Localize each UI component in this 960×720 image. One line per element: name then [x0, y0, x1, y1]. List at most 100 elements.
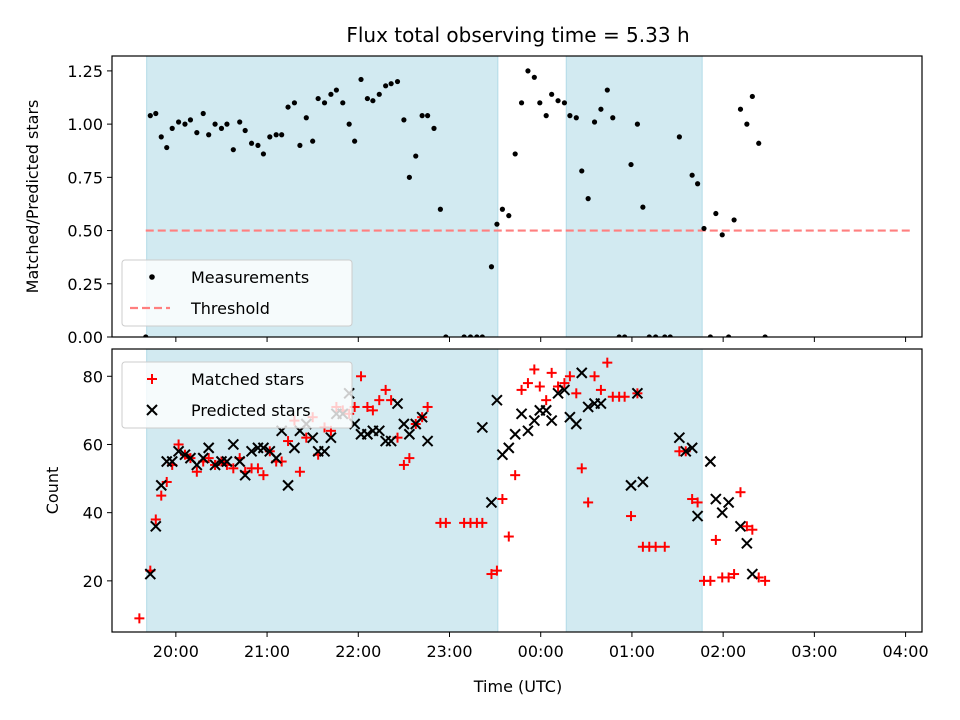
- predicted-stars-point: [325, 431, 337, 444]
- matched-stars-point: [659, 541, 670, 552]
- predicted-stars-point: [509, 428, 521, 440]
- marks-group: [143, 68, 768, 337]
- matched-stars-point: [559, 378, 570, 389]
- measurement-point: [591, 119, 598, 125]
- legend-box: [121, 361, 353, 429]
- predicted-stars-point: [282, 479, 294, 492]
- measurement-point: [461, 334, 467, 337]
- predicted-stars-point: [227, 438, 240, 451]
- legend-label: Matched stars: [191, 370, 304, 389]
- axes-frame: [111, 348, 923, 633]
- x-tick-label: 00:00: [518, 642, 564, 661]
- predicted-stars-point: [491, 394, 503, 406]
- measurement-point: [731, 217, 737, 223]
- matched-stars-point: [583, 497, 594, 508]
- matched-stars-point: [541, 395, 552, 406]
- measurement-point: [622, 334, 628, 337]
- legend-label: Threshold: [190, 299, 270, 318]
- y-axis-label: Matched/Predicted stars: [23, 100, 42, 294]
- measurement-point: [616, 334, 622, 337]
- matched-stars-point: [440, 517, 451, 528]
- predicted-stars-point: [166, 455, 178, 468]
- measurement-point: [474, 334, 480, 337]
- matched-stars-point: [191, 466, 202, 477]
- predicted-stars-point: [522, 425, 534, 437]
- measurement-point: [499, 206, 506, 212]
- x-tick-label: 03:00: [791, 642, 837, 661]
- matched-stars-point: [747, 524, 758, 535]
- matched-stars-point: [497, 494, 508, 505]
- predicted-stars-point: [570, 418, 582, 430]
- matched-stars-point: [723, 572, 734, 583]
- y-tick-label: 1.00: [67, 115, 103, 134]
- predicted-stars-point: [416, 411, 428, 423]
- measurement-point: [242, 127, 248, 134]
- predicted-stars-point: [318, 445, 331, 457]
- matched-stars-point: [741, 521, 752, 532]
- legend-label: Predicted stars: [191, 401, 311, 420]
- predicted-stars-point: [288, 442, 301, 454]
- predicted-stars-point: [545, 414, 558, 427]
- measurement-point: [310, 138, 316, 144]
- x-tick-label: 01:00: [609, 642, 655, 661]
- matched-stars-point: [503, 531, 514, 542]
- matched-stars-point: [735, 487, 746, 498]
- measurement-point: [169, 125, 175, 131]
- y-tick-label: 60: [83, 435, 103, 454]
- matched-stars-point: [491, 565, 502, 576]
- measurement-point: [634, 121, 641, 127]
- predicted-stars-point: [716, 506, 728, 519]
- measurement-point: [401, 117, 407, 123]
- predicted-stars-point: [150, 520, 162, 533]
- measurement-point: [610, 115, 616, 121]
- measurement-point: [506, 213, 512, 219]
- measurement-point: [561, 100, 568, 106]
- predicted-stars-point: [595, 397, 607, 410]
- matched-stars-point: [301, 432, 312, 443]
- matched-stars-point: [486, 569, 497, 580]
- measurement-point: [653, 334, 659, 337]
- matched-stars-point: [602, 357, 613, 368]
- matched-stars-point: [626, 511, 637, 522]
- measurement-point: [194, 130, 200, 136]
- measurement-point: [376, 91, 382, 97]
- measurement-point: [567, 113, 573, 119]
- measurement-point: [437, 206, 443, 212]
- matched-stars-point: [705, 575, 716, 586]
- predicted-stars-point: [270, 452, 282, 464]
- measurement-point: [531, 74, 537, 80]
- measurement-point: [406, 174, 412, 180]
- measurement-point: [431, 125, 437, 131]
- measurement-point: [701, 225, 707, 232]
- predicted-stars-point: [691, 510, 704, 522]
- measurement-point: [147, 113, 153, 119]
- matched-stars-point: [510, 470, 521, 481]
- measurement-point: [200, 110, 206, 117]
- matched-stars-point: [534, 381, 545, 392]
- legend-marker-x: [146, 404, 158, 416]
- predicted-stars-point: [552, 387, 564, 400]
- predicted-stars-point: [485, 496, 498, 509]
- measurement-point: [695, 181, 701, 187]
- predicted-stars-point: [558, 384, 571, 396]
- y-tick-label: 0.75: [67, 168, 103, 187]
- matched-stars-point: [228, 463, 239, 474]
- measurement-point: [549, 91, 555, 97]
- predicted-stars-point: [637, 476, 649, 488]
- marks-group: [134, 357, 771, 624]
- matched-stars-point: [356, 371, 367, 382]
- measurement-point: [573, 115, 579, 121]
- x-tick-label: 02:00: [700, 642, 746, 661]
- predicted-stars-point: [704, 455, 717, 468]
- measurement-point: [525, 68, 531, 74]
- measurement-point: [260, 151, 267, 157]
- measurement-point: [143, 334, 149, 337]
- x-tick-label: 04:00: [883, 642, 929, 661]
- predicted-stars-point: [680, 445, 692, 457]
- matched-stars-point: [619, 391, 630, 402]
- measurement-point: [756, 140, 762, 146]
- matched-stars-point: [729, 569, 740, 580]
- matched-stars-point: [516, 384, 527, 395]
- measurement-point: [512, 151, 518, 157]
